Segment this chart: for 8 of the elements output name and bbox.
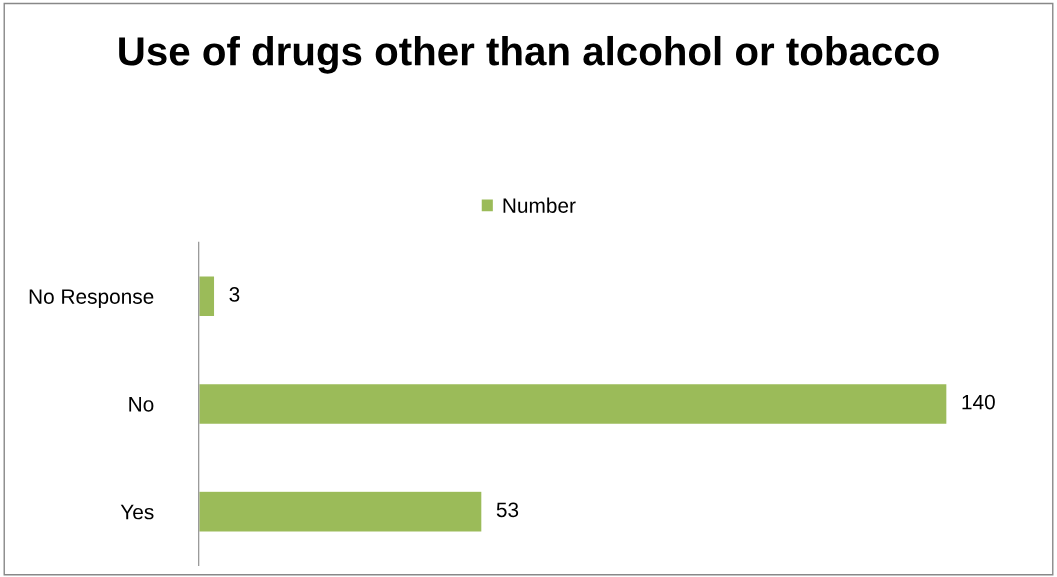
y-tick-label: No [129,397,154,412]
data-label: 53 [496,502,519,518]
legend-label: Number [503,197,576,213]
y-tick-label: Yes [120,504,154,520]
data-label: 3 [229,287,240,302]
data-label: 140 [962,394,995,410]
y-tick-label: No Response [29,289,154,309]
chart-title: Use of drugs other than alcohol or tobacco [119,35,939,74]
